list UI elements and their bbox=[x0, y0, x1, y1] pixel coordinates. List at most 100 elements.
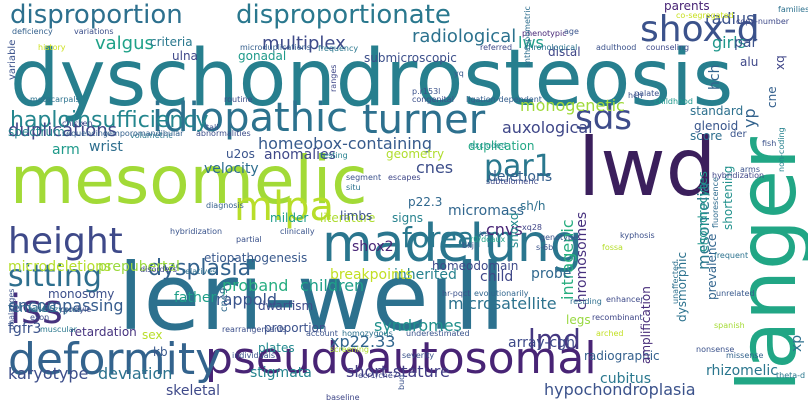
cloud-word: phalanges bbox=[7, 288, 16, 330]
cloud-word: submicroscopic bbox=[364, 51, 457, 65]
cloud-word: gonadal bbox=[238, 49, 287, 63]
cloud-word: palate bbox=[634, 89, 660, 98]
cloud-word: shoxd bbox=[507, 212, 521, 248]
cloud-word: monosomy bbox=[48, 287, 115, 301]
cloud-word: probe bbox=[531, 266, 572, 282]
cloud-word: glenoid bbox=[694, 119, 739, 133]
cloud-word: haploinsufficiency bbox=[10, 108, 209, 133]
cloud-word: standard bbox=[690, 104, 744, 118]
cloud-word: muscular bbox=[40, 325, 77, 334]
cloud-word: kb bbox=[153, 345, 168, 359]
cloud-word: monogenetic bbox=[520, 96, 625, 115]
cloud-word: r0/dcaux bbox=[470, 235, 506, 244]
cloud-word: legs bbox=[566, 313, 591, 327]
cloud-word: retardation bbox=[70, 325, 137, 339]
cloud-word: screening bbox=[330, 345, 369, 354]
cloud-word: recombinant bbox=[592, 313, 643, 322]
cloud-word: iss bbox=[10, 287, 63, 333]
cloud-word: lmd bbox=[528, 323, 581, 356]
cloud-word: microdeletions bbox=[8, 259, 112, 275]
cloud-word: dyschondrosteosis bbox=[10, 34, 734, 124]
cloud-word: underestimated bbox=[406, 329, 470, 338]
cloud-word: unaffected bbox=[671, 260, 680, 304]
cloud-word: xp bbox=[789, 334, 805, 352]
cloud-word: chicken bbox=[62, 119, 93, 128]
cloud-word: frequent bbox=[714, 251, 749, 260]
cloud-word: dwarfism bbox=[258, 299, 314, 313]
cloud-word: individuals bbox=[232, 351, 275, 360]
cloud-word: bud bbox=[397, 374, 406, 390]
cloud-word: deviation bbox=[98, 364, 173, 383]
cloud-word: radiological bbox=[412, 26, 517, 47]
cloud-word: account bbox=[306, 329, 338, 338]
cloud-word: mesomelic bbox=[10, 142, 368, 219]
cloud-word: unrelated bbox=[716, 289, 755, 298]
cloud-word: intragenic bbox=[558, 219, 577, 300]
cloud-word: females bbox=[8, 301, 56, 315]
cloud-word: auxological bbox=[502, 118, 593, 137]
cloud-word: history bbox=[38, 43, 66, 52]
cloud-word: yq bbox=[454, 69, 464, 78]
cloud-word: kyphosis bbox=[620, 231, 655, 240]
cloud-word: xq bbox=[773, 55, 787, 70]
cloud-word: families bbox=[778, 5, 808, 14]
cloud-word: sds bbox=[575, 98, 633, 138]
cloud-word: congenital bbox=[412, 95, 454, 104]
cloud-word: escapes bbox=[388, 173, 421, 182]
cloud-word: microsatellite bbox=[448, 294, 557, 313]
cloud-word: variations bbox=[74, 27, 114, 36]
cloud-word: ecr1/cne7 bbox=[358, 371, 398, 380]
cloud-word: prepubertal bbox=[98, 259, 180, 275]
cloud-word: chondrocytes bbox=[696, 171, 710, 252]
cloud-word: evolutionarily bbox=[474, 289, 529, 298]
cloud-word: fish bbox=[762, 139, 777, 148]
cloud-word: proband bbox=[222, 276, 289, 295]
cloud-word: syndromes bbox=[374, 316, 462, 335]
cloud-word: cubitus bbox=[600, 371, 652, 387]
cloud-word: missense bbox=[726, 351, 764, 360]
cloud-word: heterozygous bbox=[28, 305, 83, 314]
cloud-word: inherited bbox=[394, 267, 457, 283]
cloud-word: genotype bbox=[540, 233, 578, 242]
cloud-word: deformity bbox=[8, 334, 222, 385]
cloud-word: karyotype bbox=[8, 364, 89, 383]
cloud-word: condyle bbox=[60, 305, 92, 314]
cloud-word: vs bbox=[480, 229, 489, 238]
cloud-word: diagnosis bbox=[206, 201, 244, 210]
cloud-word: multiplex bbox=[262, 33, 346, 54]
cloud-word: frequency bbox=[318, 44, 359, 53]
cloud-word: homeobox-containing bbox=[258, 134, 432, 153]
cloud-word: skeletal bbox=[166, 383, 220, 399]
cloud-word: spanish bbox=[714, 321, 745, 330]
cloud-word: severity bbox=[402, 351, 435, 360]
cloud-word: arm bbox=[52, 142, 80, 158]
cloud-word: alu bbox=[740, 55, 759, 69]
cloud-word: turner bbox=[362, 97, 486, 143]
cloud-word: excluded bbox=[470, 141, 507, 150]
cloud-word: microduplications bbox=[240, 43, 311, 52]
cloud-word: ulna bbox=[172, 49, 198, 63]
cloud-word: par1 bbox=[484, 149, 553, 184]
cloud-word: variable bbox=[7, 39, 18, 80]
cloud-word: fossa bbox=[602, 243, 623, 252]
cloud-word: dysplasia bbox=[148, 256, 252, 281]
cloud-word: enhancer bbox=[606, 295, 644, 304]
cloud-word: subtelomeric bbox=[486, 177, 539, 186]
cloud-word: fgfr3 bbox=[8, 321, 42, 337]
cloud-word: deficiency bbox=[12, 27, 53, 36]
cloud-word: wrist bbox=[89, 139, 123, 155]
cloud-word: non-coding bbox=[777, 127, 786, 172]
cloud-word: literature bbox=[320, 211, 376, 225]
cloud-word: deletions bbox=[488, 169, 553, 185]
cloud-word: metacarpals bbox=[30, 95, 80, 104]
cloud-word: father bbox=[174, 290, 217, 306]
cloud-word: rearrangements bbox=[222, 325, 287, 334]
cloud-word: p.r153l bbox=[412, 87, 441, 96]
cloud-word: duplication bbox=[468, 139, 535, 153]
cloud-word: volumetric bbox=[130, 131, 173, 140]
cloud-word: hybridization bbox=[170, 227, 223, 236]
cloud-word: theta-d bbox=[776, 371, 806, 380]
cloud-word: arms bbox=[740, 165, 761, 174]
cloud-word: ranges bbox=[329, 64, 338, 92]
